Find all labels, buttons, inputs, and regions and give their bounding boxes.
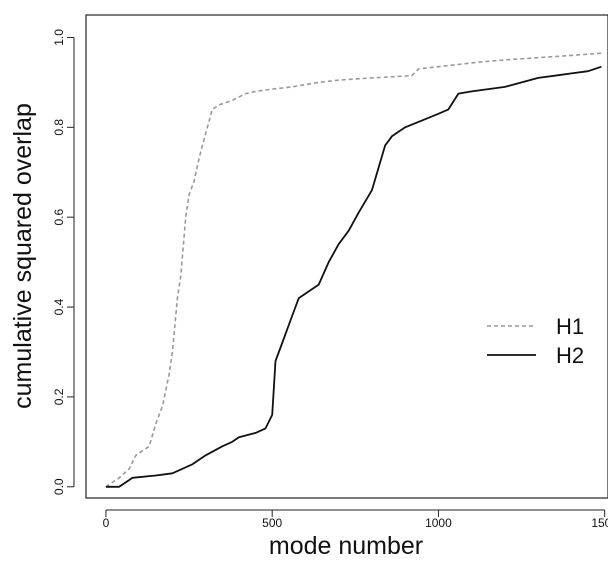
x-tick-label: 1000 — [425, 516, 452, 530]
y-axis-title: cumulative squared overlap — [9, 103, 37, 409]
y-tick-label: 0.6 — [52, 209, 66, 226]
y-tick-label: 0.4 — [52, 298, 66, 315]
legend: H1 H2 — [487, 314, 584, 368]
x-tick-label: 500 — [262, 516, 282, 530]
x-axis: 0 500 1000 1500 — [103, 509, 608, 530]
legend-h1-label: H1 — [556, 314, 584, 339]
series-h2-line — [105, 65, 602, 488]
x-axis-title: mode number — [269, 532, 423, 560]
legend-h2-label: H2 — [556, 343, 584, 368]
y-tick-label: 0.0 — [52, 478, 66, 495]
y-tick-label: 0.2 — [52, 388, 66, 405]
series-h1-line — [105, 52, 602, 488]
plot-frame — [85, 14, 608, 499]
x-tick-label: 1500 — [591, 516, 608, 530]
series-layer — [105, 52, 602, 488]
y-tick-label: 0.8 — [52, 119, 66, 136]
x-tick-label: 0 — [103, 516, 110, 530]
y-axis: 0.0 0.2 0.4 0.6 0.8 1.0 — [52, 29, 75, 495]
y-tick-label: 1.0 — [52, 29, 66, 46]
